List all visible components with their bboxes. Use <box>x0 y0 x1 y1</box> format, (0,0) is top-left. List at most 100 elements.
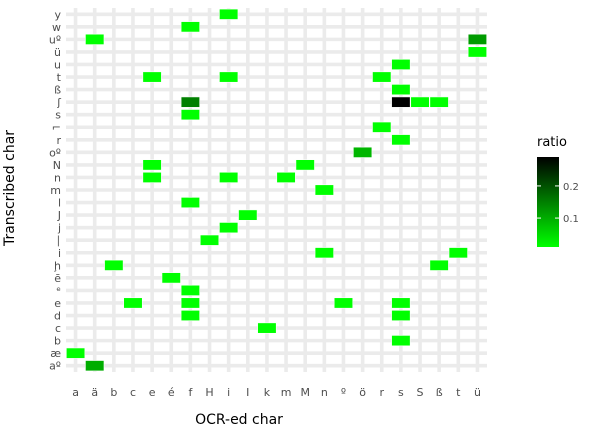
y-tick-label: J <box>57 209 61 222</box>
x-tick-label: n <box>321 386 328 399</box>
y-tick-label: e <box>54 297 61 310</box>
heatmap-cell <box>142 171 162 183</box>
heatmap-cell <box>372 121 392 133</box>
heatmap-cell <box>180 21 200 33</box>
x-tick-label: ü <box>474 386 481 399</box>
x-tick-label: m <box>281 386 292 399</box>
heatmap-cell <box>429 259 449 271</box>
y-tick-label: aº <box>49 360 61 373</box>
y-tick-label: t <box>57 71 62 84</box>
heatmap-cell <box>104 259 124 271</box>
heatmap-cell <box>391 335 411 347</box>
y-tick-label: c <box>55 322 61 335</box>
y-tick-label: i <box>58 247 61 260</box>
y-tick-label: w <box>52 21 61 34</box>
y-tick-label: l <box>58 197 61 210</box>
y-tick-label: ʃ <box>56 96 61 109</box>
x-tick-label: f <box>188 386 193 399</box>
x-tick-label: r <box>379 386 384 399</box>
heatmap-cell <box>372 71 392 83</box>
heatmap-cell <box>85 360 105 372</box>
heatmap-cell <box>467 46 488 58</box>
heatmap-cell <box>180 96 200 108</box>
legend-tick-label: 0.2 <box>563 182 579 193</box>
heatmap-cell <box>219 222 239 234</box>
y-tick-label: n <box>54 171 61 184</box>
heatmap-cell <box>257 322 277 334</box>
heatmap-cell <box>314 184 334 196</box>
x-axis-title: OCR-ed char <box>195 412 283 428</box>
heatmap-cell <box>199 234 220 246</box>
y-tick-label: b <box>54 335 61 348</box>
x-tick-label: I <box>246 386 249 399</box>
heatmap-cell <box>295 159 315 171</box>
x-tick-label: ä <box>91 386 98 399</box>
x-tick-label: s <box>398 386 404 399</box>
heatmap-cell <box>238 209 258 221</box>
y-tick-label: ß <box>54 84 61 97</box>
heatmap-cell <box>448 247 468 259</box>
y-tick-label: j <box>57 222 61 235</box>
x-tick-label: S <box>417 386 424 399</box>
heatmap-cell <box>123 297 143 309</box>
legend-colorbar <box>537 157 559 247</box>
y-tick-label: ⌐ <box>52 121 61 134</box>
x-tick-label: ö <box>359 386 366 399</box>
x-tick-label: k <box>264 386 271 399</box>
x-tick-label: i <box>227 386 230 399</box>
heatmap-cells <box>65 8 488 372</box>
y-tick-label: ē <box>54 272 61 285</box>
y-tick-label: u <box>54 58 61 71</box>
x-tick-label: ß <box>436 386 443 399</box>
heatmap-cell <box>219 71 239 83</box>
y-tick-label: y <box>54 8 61 21</box>
heatmap-cell <box>85 33 105 45</box>
heatmap-cell <box>391 58 411 70</box>
heatmap-cell <box>180 284 200 296</box>
heatmap-cell <box>333 297 354 309</box>
heatmap-cell <box>180 197 200 209</box>
heatmap-cell <box>65 347 86 359</box>
y-tick-label: ḩ <box>54 259 61 272</box>
legend-ticks: 0.1 0.2 <box>537 182 579 225</box>
x-tick-label: H <box>205 386 213 399</box>
heatmap-cell <box>467 33 488 45</box>
heatmap-cell <box>391 96 411 108</box>
legend-tick-label: 0.1 <box>563 214 579 225</box>
y-tick-label: d <box>54 310 61 323</box>
x-tick-label: t <box>456 386 461 399</box>
y-tick-label: æ <box>50 347 61 360</box>
x-tick-label: b <box>110 386 117 399</box>
y-tick-label: ᵉ <box>56 284 61 297</box>
y-tick-label: oº <box>49 146 61 159</box>
y-tick-label: uº <box>49 33 61 46</box>
heatmap-cell <box>391 134 411 146</box>
x-tick-label: º <box>341 386 346 399</box>
heatmap-cell <box>180 109 200 121</box>
y-tick-label: m <box>50 184 61 197</box>
heatmap-cell <box>219 171 239 183</box>
y-tick-label: r <box>56 134 61 147</box>
y-tick-label: ∣ <box>56 234 62 247</box>
x-tick-label: c <box>130 386 136 399</box>
heatmap-cell <box>142 159 162 171</box>
heatmap-cell <box>391 84 411 96</box>
y-tick-label: ü <box>54 46 61 59</box>
x-tick-label: a <box>72 386 79 399</box>
heatmap-cell <box>180 297 200 309</box>
y-tick-label: s <box>55 109 61 122</box>
heatmap-cell <box>142 71 162 83</box>
legend-title: ratio <box>537 135 567 150</box>
heatmap-cell <box>410 96 430 108</box>
legend: ratio 0.1 0.2 <box>537 135 579 247</box>
x-tick-label: M <box>300 386 310 399</box>
x-tick-label: e <box>149 386 156 399</box>
heatmap-cell <box>391 297 411 309</box>
heatmap-cell <box>161 272 181 284</box>
x-tick-label: é <box>168 386 175 399</box>
heatmap-cell <box>353 146 373 158</box>
gridlines <box>66 8 487 372</box>
